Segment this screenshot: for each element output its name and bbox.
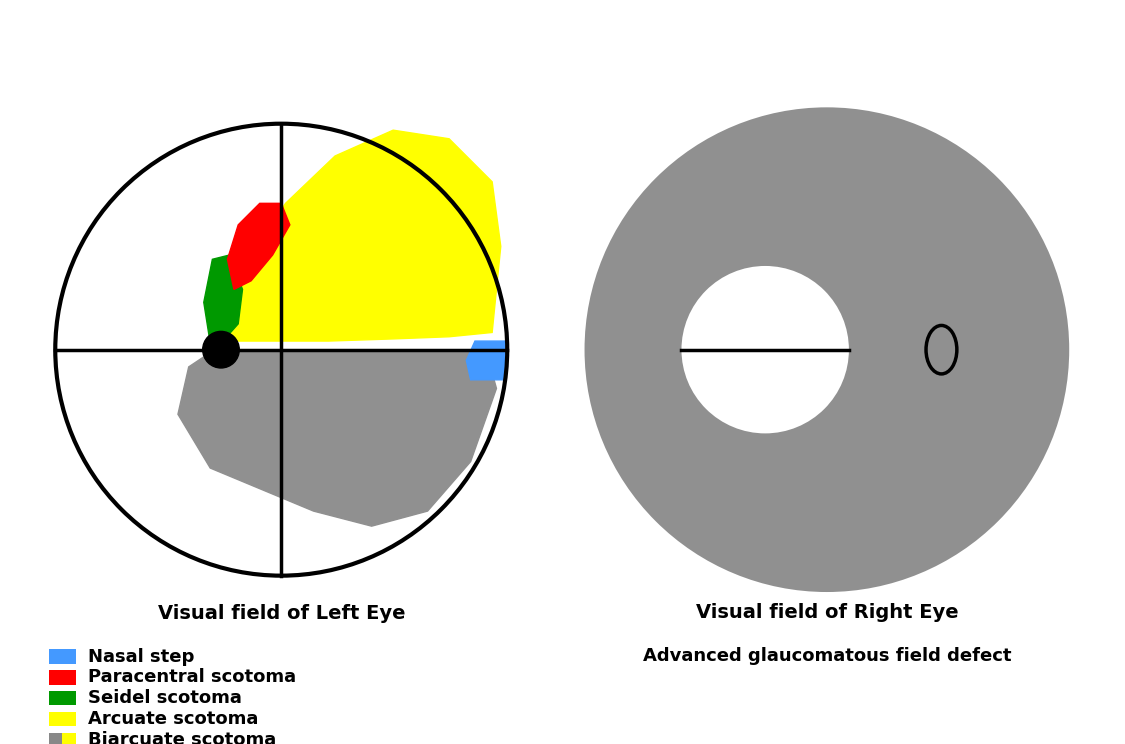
Text: Arcuate scotoma: Arcuate scotoma bbox=[88, 710, 259, 728]
Polygon shape bbox=[204, 255, 243, 343]
Bar bbox=[48, 733, 62, 744]
Polygon shape bbox=[225, 130, 501, 341]
Text: Nasal step: Nasal step bbox=[88, 647, 195, 665]
Circle shape bbox=[202, 331, 240, 368]
Bar bbox=[62, 733, 75, 744]
Text: Seidel scotoma: Seidel scotoma bbox=[88, 689, 242, 707]
Bar bbox=[48, 691, 75, 705]
Text: Paracentral scotoma: Paracentral scotoma bbox=[88, 668, 296, 686]
Circle shape bbox=[585, 107, 1069, 592]
Polygon shape bbox=[178, 345, 496, 526]
Bar bbox=[48, 650, 75, 664]
Text: Advanced glaucomatous field defect: Advanced glaucomatous field defect bbox=[642, 647, 1011, 665]
Polygon shape bbox=[227, 203, 290, 289]
Bar bbox=[48, 670, 75, 684]
Bar bbox=[48, 712, 75, 726]
Text: Visual field of Right Eye: Visual field of Right Eye bbox=[695, 603, 958, 622]
Text: Biarcuate scotoma: Biarcuate scotoma bbox=[88, 731, 277, 744]
Text: Visual field of Left Eye: Visual field of Left Eye bbox=[158, 603, 405, 623]
Circle shape bbox=[682, 266, 849, 434]
Polygon shape bbox=[467, 341, 505, 379]
